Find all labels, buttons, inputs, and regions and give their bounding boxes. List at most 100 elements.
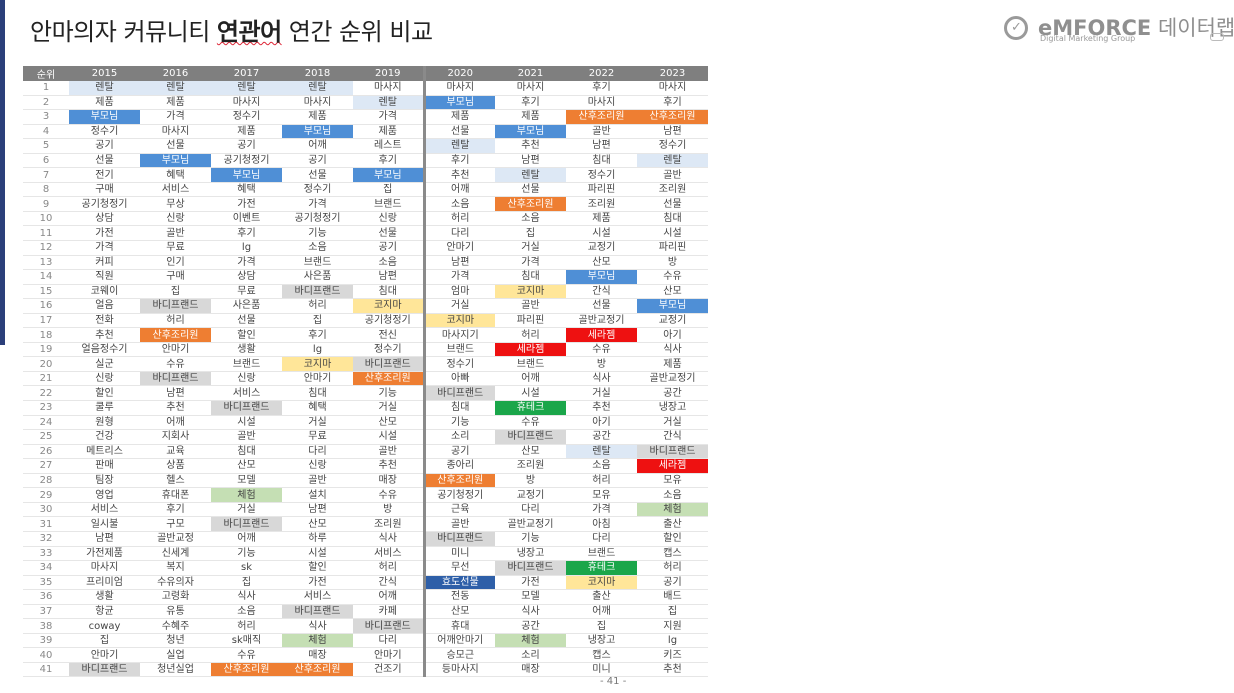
keyword-cell: 수유 bbox=[495, 415, 566, 431]
table-row: 8 구매 서비스 혜택 정수기 집 어깨 선물 파리핀 조리원 bbox=[23, 182, 708, 198]
keyword-cell: 집 bbox=[140, 284, 211, 300]
rank-cell: 37 bbox=[23, 604, 69, 620]
keyword-cell: 조리원 bbox=[353, 516, 424, 532]
keyword-cell: 레스트 bbox=[353, 138, 424, 154]
table-row: 19 얼음정수기 안마기 생활 lg 정수기 브랜드 세라젬 수유 식사 bbox=[23, 342, 708, 358]
keyword-cell: 아기 bbox=[566, 415, 637, 431]
keyword-cell: 골반 bbox=[353, 444, 424, 460]
keyword-cell: 미니 bbox=[566, 662, 637, 678]
keyword-cell: 서비스 bbox=[69, 502, 140, 518]
keyword-cell: 냉장고 bbox=[637, 400, 708, 416]
keyword-cell: 집 bbox=[566, 618, 637, 634]
keyword-cell: 침대 bbox=[566, 153, 637, 169]
keyword-cell: 실업 bbox=[140, 647, 211, 663]
rank-cell: 40 bbox=[23, 647, 69, 663]
rank-cell: 25 bbox=[23, 429, 69, 445]
keyword-cell: 엄마 bbox=[422, 284, 495, 300]
keyword-cell: 안마기 bbox=[140, 342, 211, 358]
keyword-cell: 아빠 bbox=[422, 371, 495, 387]
rank-column-header: 순위 bbox=[23, 66, 69, 81]
keyword-cell: 효도선물 bbox=[422, 575, 495, 591]
table-row: 16 얼음 바디프랜드 사은품 허리 코지마 거실 골반 선물 부모님 bbox=[23, 298, 708, 314]
keyword-cell: 산모 bbox=[422, 604, 495, 620]
keyword-cell: 기능 bbox=[353, 385, 424, 402]
keyword-cell: 거실 bbox=[566, 385, 637, 402]
keyword-cell: 종아리 bbox=[422, 458, 495, 474]
year-column-header: 2016 bbox=[140, 66, 211, 81]
keyword-cell: 조리원 bbox=[637, 182, 708, 198]
keyword-cell: 공간 bbox=[566, 429, 637, 445]
keyword-cell: 마사지 bbox=[69, 560, 140, 576]
keyword-cell: 파리핀 bbox=[637, 240, 708, 256]
keyword-cell: 신랑 bbox=[282, 458, 353, 474]
keyword-cell: 브랜드 bbox=[566, 546, 637, 562]
keyword-cell: 추천 bbox=[353, 458, 424, 474]
keyword-cell: 공기청정기 bbox=[211, 153, 282, 169]
keyword-cell: 소음 bbox=[495, 211, 566, 227]
keyword-cell: 바디프랜드 bbox=[282, 604, 353, 620]
rank-cell: 38 bbox=[23, 618, 69, 634]
keyword-cell: 시설 bbox=[282, 546, 353, 562]
keyword-cell: 바디프랜드 bbox=[495, 429, 566, 445]
keyword-cell: sk매직 bbox=[211, 633, 282, 649]
keyword-cell: 부모님 bbox=[211, 167, 282, 183]
keyword-cell: 청년 bbox=[140, 633, 211, 649]
keyword-cell: 다리 bbox=[282, 444, 353, 460]
keyword-cell: 체험 bbox=[282, 633, 353, 649]
keyword-cell: 소음 bbox=[353, 255, 424, 271]
keyword-cell: 안마기 bbox=[69, 647, 140, 663]
keyword-cell: 남편 bbox=[637, 124, 708, 140]
rank-cell: 22 bbox=[23, 385, 69, 402]
keyword-cell: 집 bbox=[282, 313, 353, 329]
keyword-cell: 거실 bbox=[422, 298, 495, 314]
keyword-cell: 골반 bbox=[282, 473, 353, 489]
keyword-cell: 인기 bbox=[140, 255, 211, 271]
table-row: 13 커피 인기 가격 브랜드 소음 남편 가격 산모 방 bbox=[23, 255, 708, 271]
keyword-cell: 바디프랜드 bbox=[140, 371, 211, 387]
table-row: 9 공기청정기 무상 가전 가격 브랜드 소음 산후조리원 조리원 선물 bbox=[23, 196, 708, 212]
keyword-cell: 식사 bbox=[637, 342, 708, 358]
keyword-cell: 공기청정기 bbox=[69, 196, 140, 212]
keyword-cell: 브랜드 bbox=[495, 356, 566, 372]
keyword-cell: 정수기 bbox=[566, 167, 637, 183]
keyword-cell: 직원 bbox=[69, 269, 140, 285]
keyword-cell: 허리 bbox=[637, 560, 708, 576]
keyword-cell: 항균 bbox=[69, 604, 140, 620]
keyword-cell: 어깨 bbox=[282, 138, 353, 154]
keyword-cell: 바디프랜드 bbox=[353, 356, 424, 372]
keyword-cell: 헬스 bbox=[140, 473, 211, 489]
keyword-cell: 침대 bbox=[495, 269, 566, 285]
keyword-cell: 침대 bbox=[211, 444, 282, 460]
keyword-cell: 산모 bbox=[566, 255, 637, 271]
keyword-cell: 골반교정기 bbox=[495, 516, 566, 532]
keyword-cell: 제품 bbox=[566, 211, 637, 227]
keyword-cell: 무료 bbox=[211, 284, 282, 300]
keyword-cell: 교정기 bbox=[566, 240, 637, 256]
keyword-cell: 아침 bbox=[566, 516, 637, 532]
keyword-cell: 소음 bbox=[637, 487, 708, 503]
keyword-cell: 산후조리원 bbox=[353, 371, 424, 387]
keyword-cell: 소리 bbox=[495, 647, 566, 663]
keyword-cell: 골반 bbox=[422, 516, 495, 532]
table-row: 7 전기 혜택 부모님 선물 부모님 추천 렌탈 정수기 골반 bbox=[23, 167, 708, 183]
rank-cell: 28 bbox=[23, 473, 69, 489]
keyword-cell: 가격 bbox=[422, 269, 495, 285]
keyword-cell: 추천 bbox=[637, 662, 708, 678]
keyword-cell: 캡스 bbox=[637, 546, 708, 562]
keyword-cell: 휴테크 bbox=[566, 560, 637, 576]
keyword-cell: 생활 bbox=[211, 342, 282, 358]
keyword-cell: 가전제품 bbox=[69, 546, 140, 562]
keyword-cell: 선물 bbox=[140, 138, 211, 154]
keyword-cell: 팀장 bbox=[69, 473, 140, 489]
keyword-cell: 공기청정기 bbox=[422, 487, 495, 503]
keyword-cell: 마사지 bbox=[495, 81, 566, 96]
keyword-cell: 소음 bbox=[422, 196, 495, 212]
keyword-cell: 파리핀 bbox=[495, 313, 566, 329]
keyword-cell: 구모 bbox=[140, 516, 211, 532]
keyword-cell: 상담 bbox=[211, 269, 282, 285]
logo-circle-icon bbox=[1004, 16, 1028, 40]
keyword-cell: 신랑 bbox=[211, 371, 282, 387]
keyword-cell: 코지마 bbox=[566, 575, 637, 591]
keyword-cell: 코지마 bbox=[353, 298, 424, 314]
keyword-cell: 상담 bbox=[69, 211, 140, 227]
